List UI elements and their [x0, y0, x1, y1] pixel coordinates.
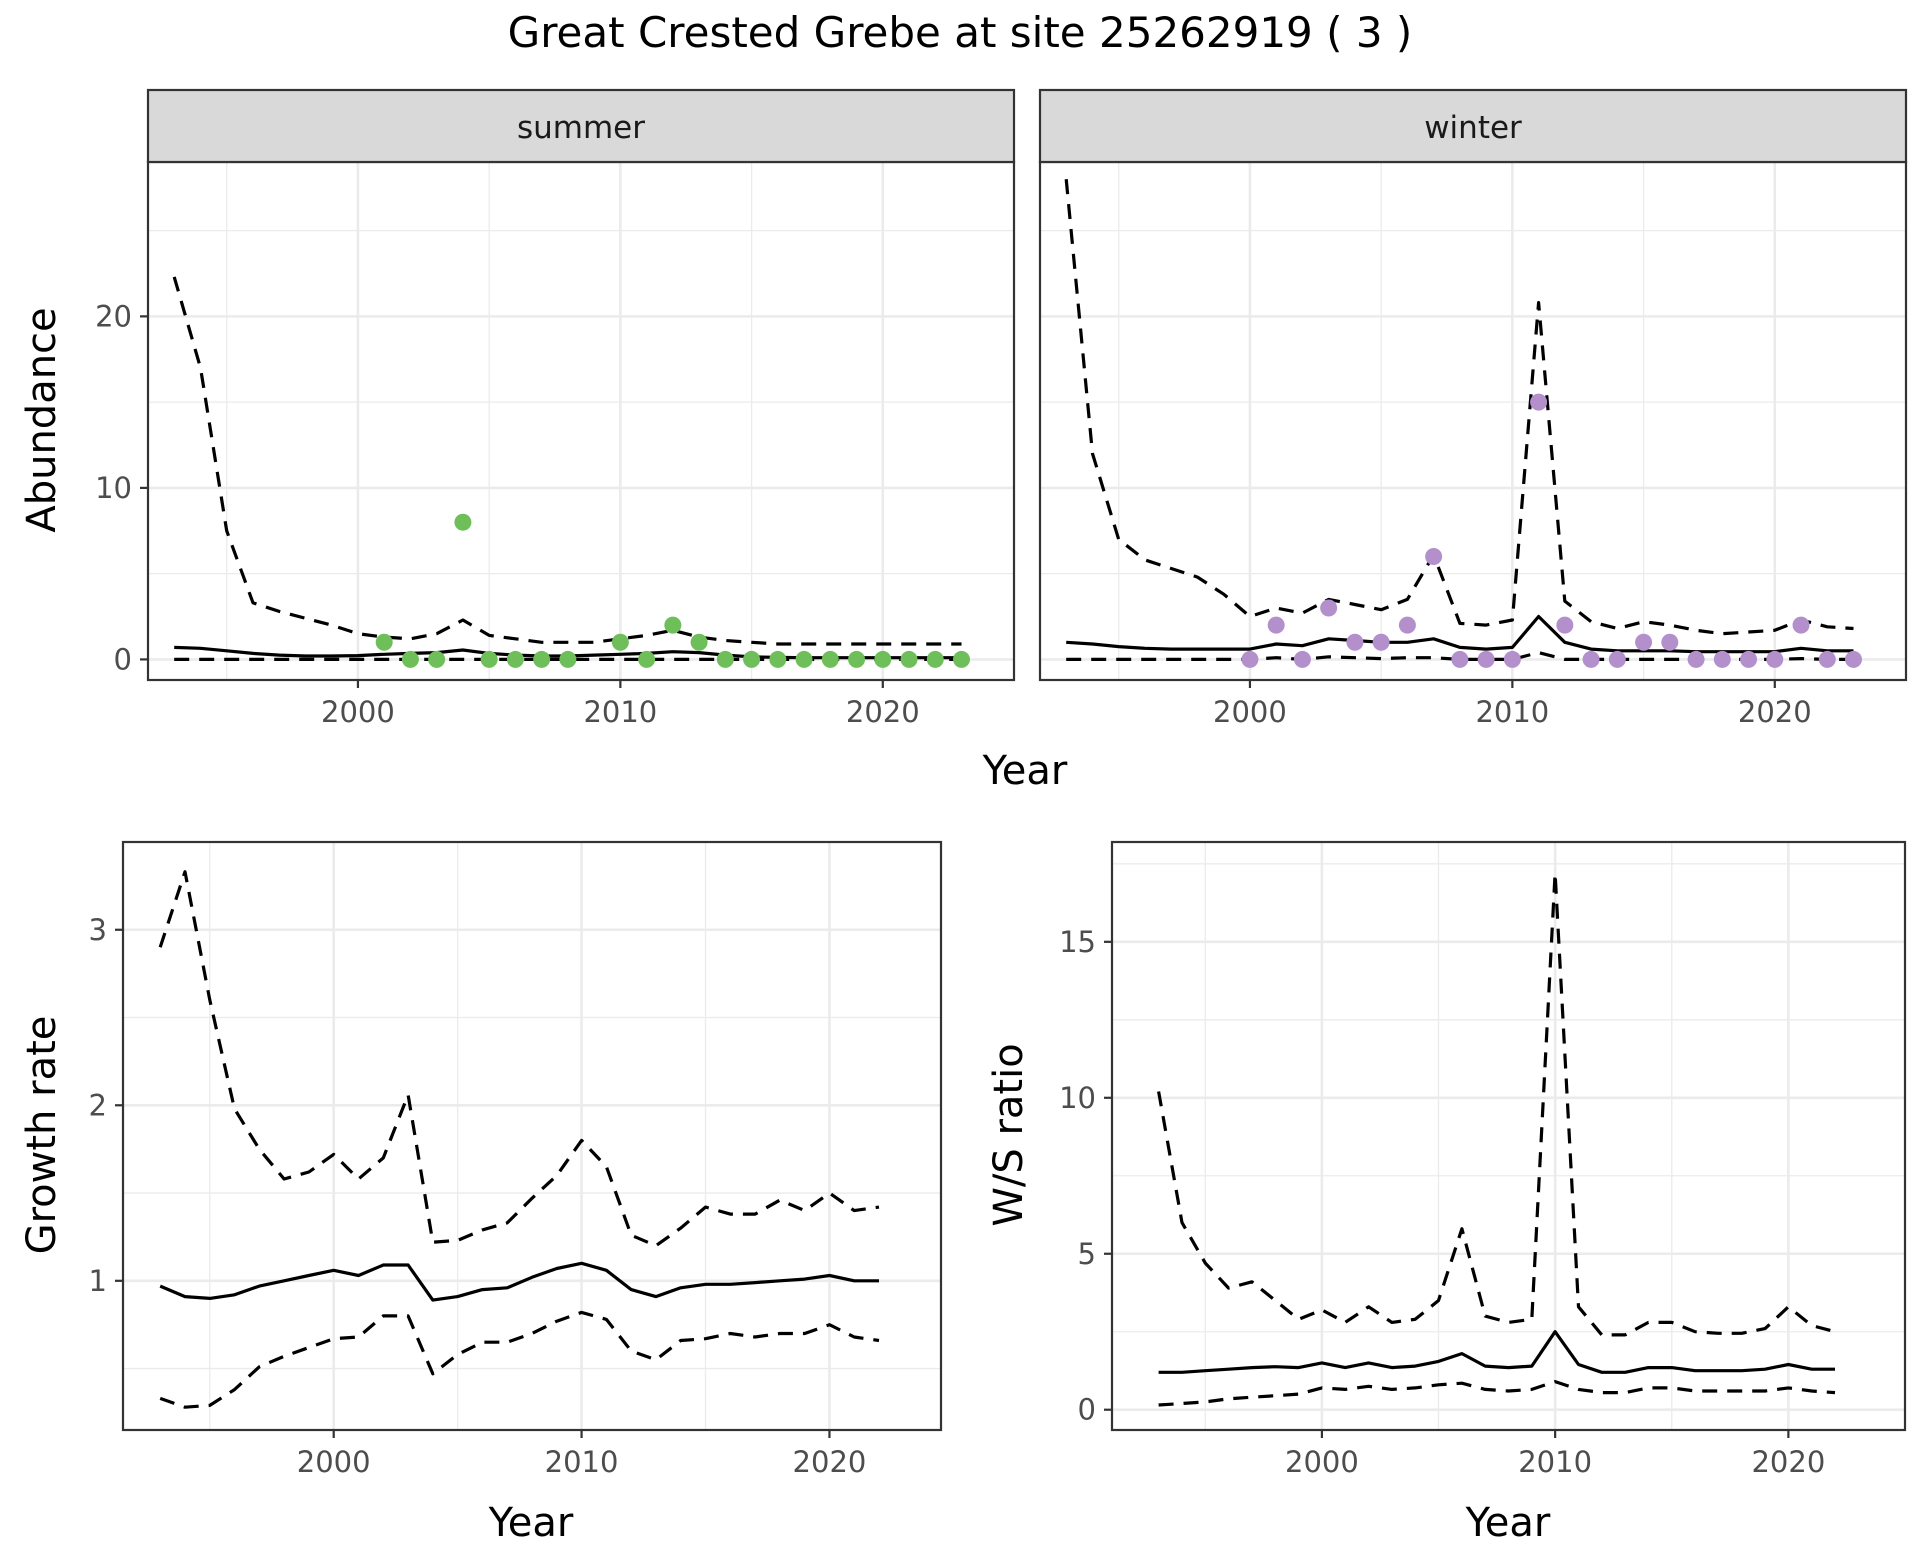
data-point — [926, 650, 944, 668]
data-point — [1818, 650, 1836, 668]
data-point — [664, 616, 682, 634]
panel-border — [1110, 840, 1907, 1432]
data-point — [1766, 650, 1784, 668]
data-point — [1425, 548, 1443, 566]
data-point — [1320, 599, 1338, 617]
panel-border — [121, 840, 943, 1432]
ws-ratio-panel: 2000 2010 2020 0 5 10 15 — [1059, 840, 1907, 1479]
abundance-summer-panel: 2000 2010 2020 0 10 20 — [95, 160, 1016, 729]
data-point — [1477, 650, 1495, 668]
data-point — [375, 633, 393, 651]
data-point — [1530, 393, 1548, 411]
strip-summer — [146, 88, 1016, 164]
data-point — [1556, 616, 1574, 634]
data-point — [1267, 616, 1285, 634]
y-tick-label: 0 — [1078, 1393, 1096, 1427]
data-point — [1608, 650, 1626, 668]
data-point — [1661, 633, 1679, 651]
x-tick-label: 2000 — [297, 1445, 371, 1479]
abundance-x-axis-title: Year — [982, 748, 1068, 794]
data-point — [1346, 633, 1364, 651]
upper-ci-line — [1157, 871, 1836, 1337]
data-point — [1635, 633, 1653, 651]
upper-ci-line — [1064, 179, 1854, 636]
data-point — [1293, 650, 1311, 668]
ws-y-axis-title: W/S ratio — [986, 1043, 1032, 1226]
growth-y-axis-title: Growth rate — [19, 1016, 65, 1255]
lower-ci-line — [159, 1310, 880, 1409]
x-tick-label: 2020 — [1751, 1445, 1825, 1479]
lower-ci-line — [1158, 1379, 1836, 1407]
x-tick-label: 2000 — [321, 695, 395, 729]
x-tick-label: 2020 — [846, 695, 920, 729]
data-point — [454, 513, 472, 531]
growth-x-axis-title: Year — [488, 1500, 574, 1546]
data-point — [743, 650, 761, 668]
data-point — [769, 650, 787, 668]
x-tick-label: 2010 — [1518, 1445, 1592, 1479]
data-point — [1713, 650, 1731, 668]
fit-line — [159, 1261, 879, 1302]
strip-winter — [1038, 88, 1908, 164]
data-point — [1372, 633, 1390, 651]
x-tick-label: 2010 — [1475, 695, 1549, 729]
y-tick-label: 10 — [95, 471, 132, 505]
data-point — [1503, 650, 1521, 668]
data-point — [848, 650, 866, 668]
data-point — [1582, 650, 1600, 668]
data-point — [1451, 650, 1469, 668]
y-tick-label: 5 — [1078, 1237, 1096, 1271]
strip-label-winter: winter — [1424, 110, 1522, 146]
y-tick-label: 15 — [1059, 925, 1096, 959]
data-point — [795, 650, 813, 668]
data-point — [1687, 650, 1705, 668]
y-tick-label: 2 — [89, 1088, 107, 1122]
data-point — [1845, 650, 1863, 668]
x-tick-label: 2010 — [545, 1445, 619, 1479]
data-point — [1792, 616, 1810, 634]
data-point — [1241, 650, 1259, 668]
data-point — [1740, 650, 1758, 668]
x-tick-label: 2000 — [1213, 695, 1287, 729]
data-point — [428, 650, 446, 668]
data-point — [716, 650, 734, 668]
data-point — [874, 650, 892, 668]
data-point — [401, 650, 419, 668]
x-tick-label: 2020 — [1738, 695, 1812, 729]
data-point — [1398, 616, 1416, 634]
abundance-winter-panel: 2000 2010 2020 — [1038, 160, 1908, 729]
y-tick-label: 1 — [89, 1264, 107, 1298]
x-tick-label: 2010 — [583, 695, 657, 729]
data-point — [506, 650, 524, 668]
data-point — [690, 633, 708, 651]
data-point — [953, 650, 971, 668]
strip-label-summer: summer — [517, 110, 645, 146]
data-point — [559, 650, 577, 668]
y-tick-label: 10 — [1059, 1081, 1096, 1115]
data-point — [638, 650, 656, 668]
figure-title: Great Crested Grebe at site 25262919 ( 3… — [508, 8, 1413, 57]
data-point — [821, 650, 839, 668]
data-point — [611, 633, 629, 651]
data-point — [533, 650, 551, 668]
y-tick-label: 0 — [114, 642, 132, 676]
y-tick-label: 20 — [95, 299, 132, 333]
y-tick-label: 3 — [89, 913, 107, 947]
ws-x-axis-title: Year — [1465, 1500, 1551, 1546]
upper-ci-line — [158, 870, 880, 1248]
data-point — [900, 650, 918, 668]
abundance-y-axis-title: Abundance — [19, 307, 65, 532]
x-tick-label: 2000 — [1285, 1445, 1359, 1479]
upper-ci-line — [172, 276, 962, 646]
growth-rate-panel: 2000 2010 2020 1 2 3 — [89, 840, 943, 1479]
fit-line — [1158, 1330, 1835, 1374]
data-point — [480, 650, 498, 668]
x-tick-label: 2020 — [793, 1445, 867, 1479]
